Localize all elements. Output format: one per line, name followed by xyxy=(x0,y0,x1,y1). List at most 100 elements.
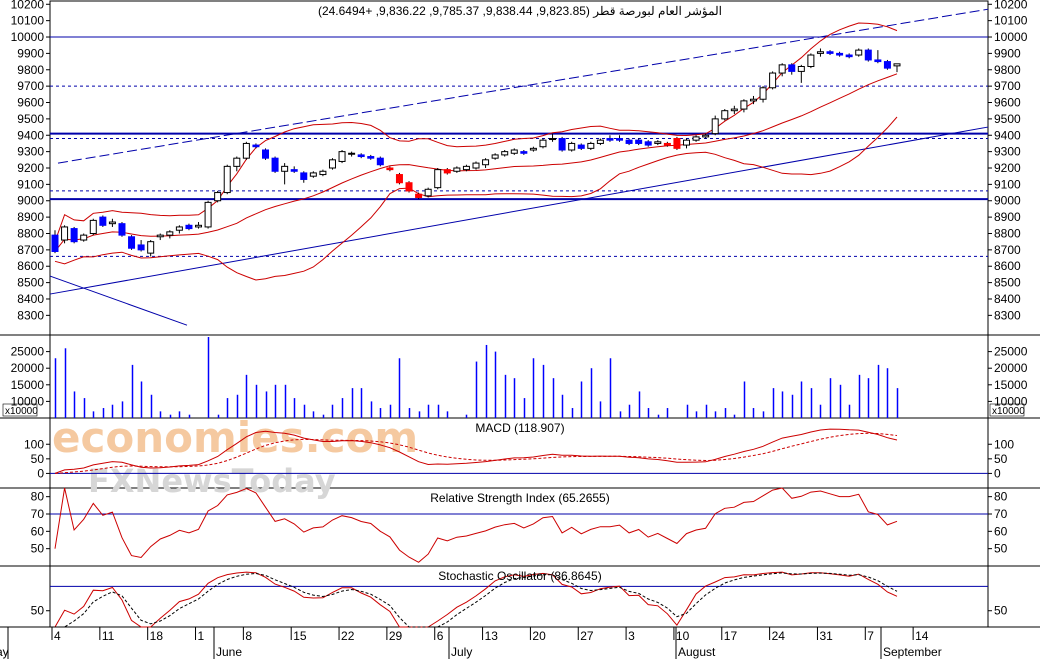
candle xyxy=(826,50,834,56)
candle-body xyxy=(281,165,289,172)
y-tick-label-left: 10200 xyxy=(11,0,45,11)
candle xyxy=(596,138,604,146)
volume-unit-box xyxy=(2,403,38,417)
candle xyxy=(443,168,451,175)
y-tick-label-left: 10000 xyxy=(11,394,45,408)
y-tick-label-left: 9000 xyxy=(17,194,44,208)
candle-body xyxy=(348,152,356,155)
candle xyxy=(797,64,805,83)
watermark: economies.com FXNewsToday xyxy=(52,413,418,500)
candle xyxy=(99,215,107,227)
y-tick-label-left: 9200 xyxy=(17,161,44,175)
y-tick-label-right: 9000 xyxy=(994,194,1021,208)
y-tick-label-right: 60 xyxy=(994,524,1008,538)
candle xyxy=(415,192,423,200)
candle xyxy=(874,50,882,64)
candle-body xyxy=(721,110,729,120)
candle-body xyxy=(405,182,413,192)
y-tick-label-left: 8800 xyxy=(17,226,44,240)
watermark-fxnewstoday: FXNewsToday xyxy=(88,462,336,500)
candle xyxy=(328,158,336,170)
y-tick-label-left: 50 xyxy=(31,604,45,618)
candle-body xyxy=(367,156,375,159)
candle-body xyxy=(711,118,719,135)
candle-body xyxy=(214,192,222,202)
candle-body xyxy=(807,54,815,67)
candle xyxy=(262,148,269,160)
candle xyxy=(673,136,681,150)
y-tick-label-right: 8600 xyxy=(994,259,1021,273)
candle-body xyxy=(472,162,480,169)
candle xyxy=(300,171,308,183)
candle-body xyxy=(635,139,643,144)
rsi-title: Relative Strength Index (65.2655) xyxy=(430,491,609,505)
candle-body xyxy=(740,100,748,110)
candle-body xyxy=(386,167,394,171)
y-tick-label-right: 50 xyxy=(994,542,1008,556)
candle xyxy=(577,143,585,150)
y-tick-label-left: 50 xyxy=(31,452,45,466)
candle-body xyxy=(692,136,700,141)
y-tick-label-right: 9600 xyxy=(994,96,1021,110)
candle-body xyxy=(893,63,901,67)
month-label: July xyxy=(451,645,472,659)
candle-body xyxy=(663,142,671,146)
candle xyxy=(692,135,700,142)
candle xyxy=(683,138,690,149)
candle xyxy=(587,141,595,150)
candle-body xyxy=(99,216,107,226)
y-tick-label-left: 10000 xyxy=(11,30,45,44)
candle-body xyxy=(453,167,461,172)
y-tick-label-right: 8300 xyxy=(994,308,1021,322)
y-tick-label-left: 80 xyxy=(31,490,45,504)
candle-body xyxy=(826,51,834,54)
candle-body xyxy=(395,174,403,184)
candle xyxy=(749,95,757,105)
y-tick-label-left: 9500 xyxy=(17,112,44,126)
y-tick-label-right: 100 xyxy=(994,437,1014,451)
y-tick-label-left: 8900 xyxy=(17,210,44,224)
x-tick-label: 27 xyxy=(580,629,594,643)
y-tick-label-right: 9400 xyxy=(994,128,1021,142)
x-tick-label: 7 xyxy=(867,629,874,643)
candle xyxy=(568,141,576,152)
candle-body xyxy=(462,165,470,171)
y-tick-label-left: 8500 xyxy=(17,276,44,290)
y-tick-label-left: 8600 xyxy=(17,259,44,273)
candle xyxy=(348,151,356,157)
candle-body xyxy=(233,157,241,167)
candle-body xyxy=(558,138,566,151)
candle xyxy=(309,171,317,178)
candle-body xyxy=(539,139,547,148)
candle xyxy=(386,166,394,172)
stoch-k-line xyxy=(54,571,898,628)
candle xyxy=(271,156,279,173)
candle-body xyxy=(673,138,681,149)
candle-body xyxy=(156,234,164,238)
candle xyxy=(520,149,528,155)
candle xyxy=(395,172,403,185)
candle-body xyxy=(769,72,777,89)
candle xyxy=(214,190,222,203)
candle-body xyxy=(443,169,451,174)
candle-body xyxy=(529,147,537,151)
macd-line xyxy=(54,428,898,474)
y-tick-label-right: 10000 xyxy=(994,30,1028,44)
candle-body xyxy=(596,139,604,144)
y-tick-label-right: 15000 xyxy=(994,378,1028,392)
candle xyxy=(759,86,767,103)
candle xyxy=(61,225,69,244)
candle-body xyxy=(300,172,308,180)
candle xyxy=(147,240,155,257)
candle-body xyxy=(271,157,279,172)
y-tick-label-right: 9100 xyxy=(994,177,1021,191)
x-tick-label: 24 xyxy=(772,629,786,643)
candle-body xyxy=(577,144,585,149)
candle xyxy=(606,135,614,142)
x-tick-label: 6 xyxy=(437,629,444,643)
candle xyxy=(491,153,499,160)
candle xyxy=(195,222,203,229)
candle-body xyxy=(644,141,652,146)
